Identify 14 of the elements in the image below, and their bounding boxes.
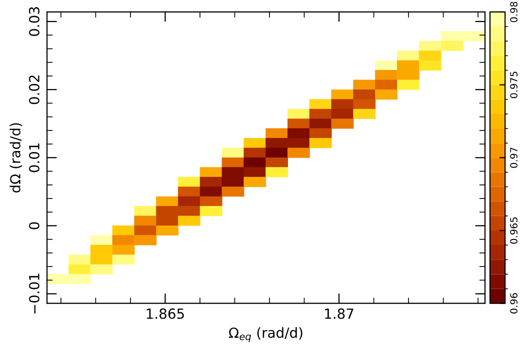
color-bar-label: 0.965 <box>510 217 518 244</box>
y-tick-label: 0.03 <box>28 7 40 36</box>
x-tick-label: 1.87 <box>325 308 354 319</box>
x-tick-label: 1.865 <box>146 308 184 319</box>
y-tick-label: −0.01 <box>28 274 40 314</box>
color-bar-label: 0.96 <box>510 293 518 314</box>
color-bar-label: 0.97 <box>510 148 518 168</box>
color-bar-label: 0.975 <box>510 72 518 98</box>
y-tick-label: 0.02 <box>28 76 40 104</box>
x-axis-title: Ω$_{eq}$ (rad/d) <box>228 327 302 342</box>
y-tick-label: 0.01 <box>28 143 40 172</box>
y-axis-title: dΩ (rad/d) <box>10 123 22 192</box>
y-tick-label: 0 <box>28 222 40 230</box>
color-bar-label: 0.98 <box>510 2 518 22</box>
